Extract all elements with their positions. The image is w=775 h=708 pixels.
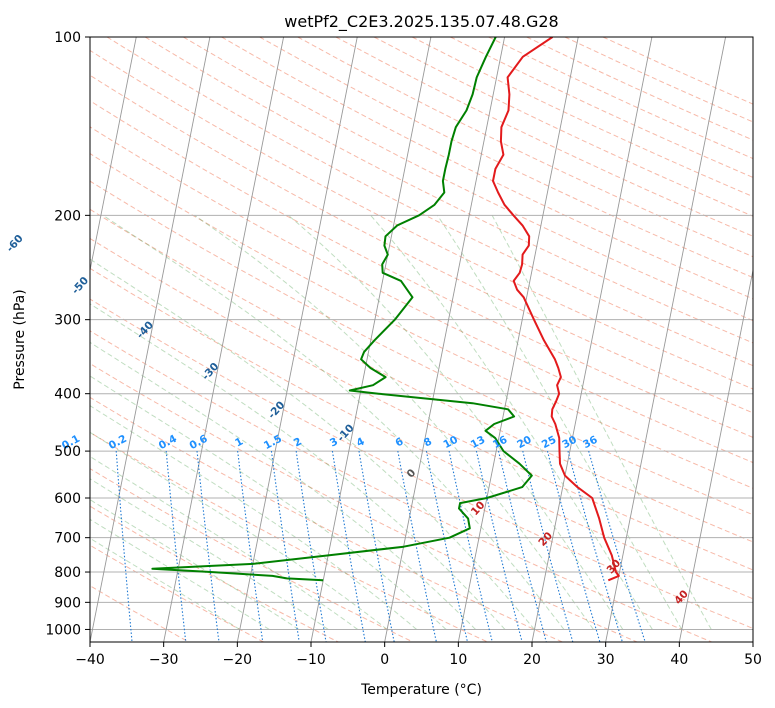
chart-title: wetPf2_C2E3.2025.135.07.48.G28 xyxy=(284,12,558,32)
moist-adiabat xyxy=(90,499,300,630)
isotherm-line xyxy=(531,37,653,642)
dry-adiabat xyxy=(90,363,638,642)
dry-adiabat xyxy=(90,208,753,543)
dry-adiabat xyxy=(90,585,190,642)
mixing-ratio-line xyxy=(522,450,574,642)
isotherm-line xyxy=(163,37,285,642)
dry-adiabat xyxy=(90,431,488,642)
mixing-ratio-line xyxy=(448,450,493,642)
x-tick-label: −40 xyxy=(75,652,105,668)
isotherm-line xyxy=(605,37,727,642)
y-tick-label: 300 xyxy=(54,313,81,329)
dry-adiabat xyxy=(90,298,753,629)
y-tick-label: 200 xyxy=(54,208,81,224)
isotherm-line xyxy=(457,37,579,642)
x-tick-label: −30 xyxy=(149,652,179,668)
dry-adiabat xyxy=(90,180,753,516)
y-axis-title: Pressure (hPa) xyxy=(12,289,28,389)
isotherm-line xyxy=(236,37,358,642)
y-tick-label: 900 xyxy=(54,595,81,611)
dry-adiabat xyxy=(90,544,264,642)
moist-adiabat xyxy=(288,214,624,630)
dry-adiabat xyxy=(90,330,712,642)
x-tick-label: 40 xyxy=(670,652,688,668)
mixing-ratio-line xyxy=(475,450,523,642)
y-tick-label: 400 xyxy=(54,387,81,403)
mixing-ratio-line xyxy=(165,451,187,642)
isotherm-line xyxy=(90,37,211,642)
mixing-ratio-line xyxy=(196,451,220,642)
dry-adiabat xyxy=(90,49,753,390)
x-tick-label: −20 xyxy=(223,652,253,668)
isotherm-line xyxy=(678,268,753,642)
mixing-ratio-line xyxy=(115,451,133,642)
dry-adiabat xyxy=(183,37,753,322)
plot-frame xyxy=(89,36,754,643)
mixing-ratio-line xyxy=(546,450,601,642)
dry-adiabat xyxy=(90,152,753,489)
dry-adiabat xyxy=(106,37,753,367)
mixing-ratio-line xyxy=(237,451,264,642)
y-tick-label: 100 xyxy=(54,30,81,46)
isotherm-line xyxy=(90,37,137,273)
x-tick-label: −10 xyxy=(296,652,326,668)
dry-adiabat xyxy=(90,396,563,642)
isotherm-line xyxy=(310,37,432,642)
dry-adiabat xyxy=(221,37,753,300)
mixing-ratio-line xyxy=(295,451,327,642)
mixing-ratio-line xyxy=(497,450,547,642)
dry-adiabat xyxy=(90,267,753,600)
isotherm-line xyxy=(384,37,506,642)
moist-adiabat xyxy=(436,215,683,630)
mixing-ratio-line xyxy=(567,450,623,642)
y-tick-label: 700 xyxy=(54,531,81,547)
x-axis-title: Temperature (°C) xyxy=(360,682,482,698)
moist-adiabat xyxy=(90,478,329,630)
moist-adiabat xyxy=(90,405,417,630)
moist-adiabat xyxy=(491,215,712,630)
x-tick-label: 10 xyxy=(449,652,467,668)
moist-adiabat xyxy=(90,303,506,630)
y-tick-label: 800 xyxy=(54,565,81,581)
dry-adiabat xyxy=(90,126,753,464)
temperature-profile-line xyxy=(492,37,620,582)
y-tick-label: 1000 xyxy=(45,622,81,638)
dewpoint-profile-line xyxy=(151,37,533,582)
x-tick-label: 0 xyxy=(380,652,389,668)
y-tick-label: 500 xyxy=(54,444,81,460)
y-tick-label: 600 xyxy=(54,491,81,507)
x-tick-label: 30 xyxy=(597,652,615,668)
x-tick-label: 50 xyxy=(744,652,762,668)
mixing-ratio-line xyxy=(270,451,300,642)
x-tick-label: 20 xyxy=(523,652,541,668)
dry-adiabat xyxy=(90,468,414,642)
